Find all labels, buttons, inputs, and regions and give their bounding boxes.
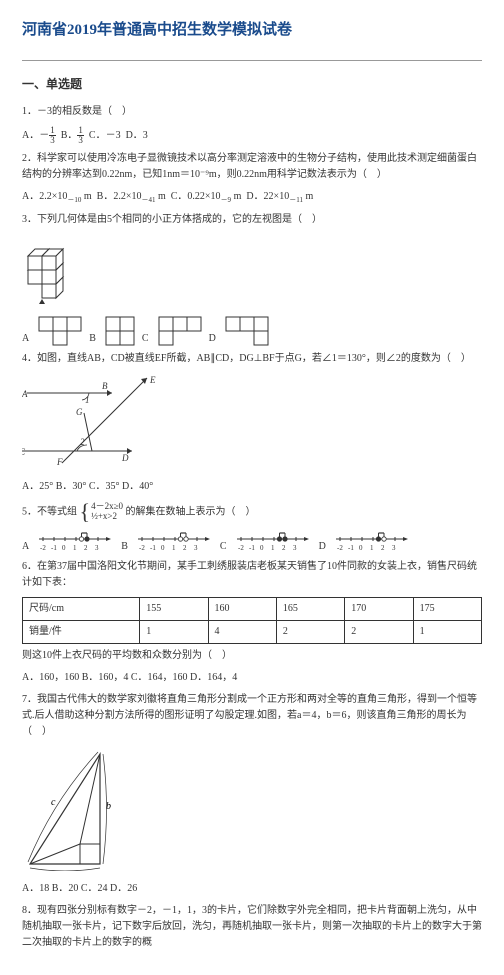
q6-text2: 则这10件上衣尺码的平均数和众数分别为（ ） bbox=[22, 648, 482, 664]
q4-figure: ABECDFG12 bbox=[22, 373, 482, 475]
q2-text: 2．科学家可以使用冷冻电子显微镜技术以高分率测定溶液中的生物分子结构，使用此技术… bbox=[22, 151, 482, 183]
q4-options: A．25° B．30° C．35° D．40° bbox=[22, 479, 482, 495]
svg-text:E: E bbox=[149, 375, 156, 385]
svg-text:A: A bbox=[22, 389, 28, 399]
q6-options: A．160，160 B．160，4 C．164，160 D．164，4 bbox=[22, 670, 482, 686]
section-heading: 一、单选题 bbox=[22, 75, 482, 94]
svg-text:-2: -2 bbox=[139, 544, 145, 552]
q1-options: A．－13 B．13 C．－3 D．3 bbox=[22, 126, 482, 145]
q5-label-a: A bbox=[22, 539, 29, 555]
svg-text:2: 2 bbox=[381, 544, 385, 552]
svg-text:F: F bbox=[56, 457, 63, 467]
q1-text: 1．－3的相反数是（ ） bbox=[22, 104, 482, 120]
svg-text:1: 1 bbox=[85, 395, 90, 405]
q2-options: A．2.2×10－10 m B．2.2×10－41 m C．0.22×10－9 … bbox=[22, 189, 482, 206]
svg-text:2: 2 bbox=[282, 544, 286, 552]
svg-text:G: G bbox=[76, 407, 83, 417]
q4-text: 4．如图，直线AB，CD被直线EF所截，AB∥CD，DG⊥BF于点G，若∠1＝1… bbox=[22, 351, 482, 367]
q3-main-figure: 正面 bbox=[22, 234, 482, 311]
q3-label-d: D bbox=[209, 331, 216, 347]
svg-text:B: B bbox=[102, 381, 108, 391]
svg-text:D: D bbox=[121, 453, 129, 463]
q7-options: A．18 B．20 C．24 D．26 bbox=[22, 881, 482, 897]
q7-text: 7．我国古代伟大的数学家刘徽将直角三角形分割成一个正方形和两对全等的直角三角形，… bbox=[22, 692, 482, 740]
q5-label-c: C bbox=[220, 539, 227, 555]
svg-text:-1: -1 bbox=[51, 544, 57, 552]
svg-text:1: 1 bbox=[172, 544, 176, 552]
svg-text:1: 1 bbox=[271, 544, 275, 552]
svg-text:-1: -1 bbox=[249, 544, 255, 552]
svg-text:-2: -2 bbox=[238, 544, 244, 552]
q3-label-c: C bbox=[142, 331, 149, 347]
q3-label-a: A bbox=[22, 331, 29, 347]
svg-text:c: c bbox=[51, 797, 56, 808]
svg-text:3: 3 bbox=[293, 544, 297, 552]
svg-text:0: 0 bbox=[62, 544, 66, 552]
q5-text: 5．不等式组 { 4－2x≥0 ½+x>2 的解集在数轴上表示为（ ） bbox=[22, 501, 482, 523]
svg-text:-1: -1 bbox=[150, 544, 156, 552]
svg-text:-2: -2 bbox=[40, 544, 46, 552]
svg-text:-2: -2 bbox=[337, 544, 343, 552]
doc-title: 河南省2019年普通高中招生数学模拟试卷 bbox=[22, 18, 482, 42]
svg-text:0: 0 bbox=[260, 544, 264, 552]
svg-text:1: 1 bbox=[370, 544, 374, 552]
q5-choice-row: A -2-10123 B -2-10123 C -2-10123 D -2-10… bbox=[22, 529, 482, 555]
inequality-system: { 4－2x≥0 ½+x>2 bbox=[80, 501, 124, 523]
svg-text:0: 0 bbox=[359, 544, 363, 552]
q5-label-b: B bbox=[121, 539, 128, 555]
svg-text:1: 1 bbox=[73, 544, 77, 552]
svg-text:0: 0 bbox=[161, 544, 165, 552]
svg-text:3: 3 bbox=[95, 544, 99, 552]
q5-label-d: D bbox=[319, 539, 326, 555]
svg-text:a: a bbox=[62, 868, 67, 871]
q3-label-b: B bbox=[89, 331, 96, 347]
svg-text:-1: -1 bbox=[348, 544, 354, 552]
q8-text: 8．现有四张分别标有数字－2，－1，1，3的卡片，它们除数字外完全相同，把卡片背… bbox=[22, 903, 482, 951]
svg-text:3: 3 bbox=[392, 544, 396, 552]
q7-figure: abc bbox=[22, 746, 482, 878]
q6-table: 尺码/cm155160165170175 销量/件14221 bbox=[22, 597, 482, 644]
divider bbox=[22, 60, 482, 61]
svg-text:C: C bbox=[22, 447, 26, 457]
q3-text: 3．下列几何体是由5个相同的小正方体搭成的，它的左视图是（ ） bbox=[22, 212, 482, 228]
svg-text:2: 2 bbox=[183, 544, 187, 552]
q6-text: 6．在第37届中国洛阳文化节期间，某手工刺绣服装店老板某天销售了10件同款的女装… bbox=[22, 559, 482, 591]
svg-text:3: 3 bbox=[194, 544, 198, 552]
svg-text:2: 2 bbox=[84, 544, 88, 552]
q3-choice-row: A B C D bbox=[22, 315, 482, 347]
